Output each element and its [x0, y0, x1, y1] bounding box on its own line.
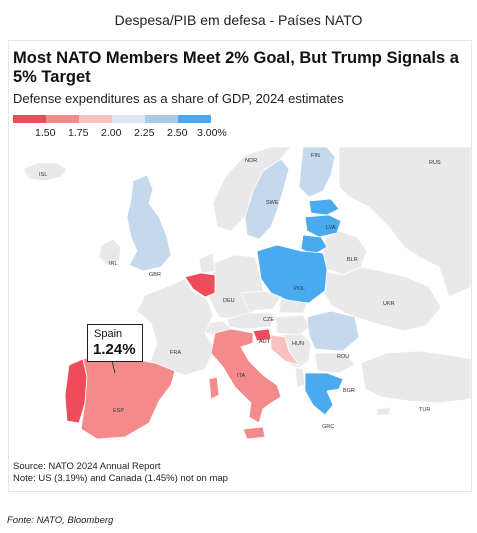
legend-label-1: 1.50: [35, 127, 56, 139]
map-label-tur: TUR: [419, 407, 430, 413]
region-latvia: [304, 214, 342, 238]
legend-swatch-3: [79, 115, 112, 123]
map-label-ukr: UKR: [383, 301, 395, 307]
spain-callout: Spain 1.24%: [87, 324, 143, 362]
region-belgium: [184, 272, 216, 298]
map-label-lva: LVA: [326, 225, 336, 231]
legend-label-6: 3.00%: [197, 127, 227, 139]
map-label-irl: IRL: [109, 261, 118, 267]
region-iceland: [22, 162, 68, 182]
figure-card: Most NATO Members Meet 2% Goal, But Trum…: [8, 40, 472, 492]
region-ireland: [98, 238, 122, 266]
legend-swatch-5: [145, 115, 178, 123]
region-ukraine: [322, 266, 442, 332]
map-label-esp: ESP: [113, 408, 124, 414]
europe-map: NOR SWE FIN RUS ISL LVA BLR IRL GBR POL …: [22, 147, 471, 440]
page-caption: Despesa/PIB em defesa - Países NATO: [114, 12, 363, 28]
region-romania: [306, 310, 360, 352]
region-italy: [210, 328, 282, 424]
region-bulgaria: [314, 352, 356, 374]
region-sicily: [242, 426, 266, 440]
region-france: [136, 278, 216, 376]
region-czechia: [240, 290, 282, 312]
legend-label-3: 2.00: [101, 127, 122, 139]
map-label-deu: DEU: [223, 298, 235, 304]
region-austria: [226, 312, 274, 330]
region-sweden: [244, 158, 290, 240]
map-label-bgr: BGR: [343, 388, 355, 394]
region-lithuania: [300, 234, 328, 256]
map-label-gbr: GBR: [149, 272, 161, 278]
legend-swatch-4: [112, 115, 145, 123]
region-greece: [304, 372, 344, 416]
legend-label-4: 2.25: [134, 127, 155, 139]
legend-label-5: 2.50: [167, 127, 188, 139]
region-croatia: [270, 334, 300, 366]
map-label-fra: FRA: [170, 350, 181, 356]
map-label-nor: NOR: [245, 158, 257, 164]
map-label-pol: POL: [294, 286, 305, 292]
legend-swatch-1: [13, 115, 46, 123]
map-label-fin: FIN: [311, 153, 320, 159]
map-label-isl: ISL: [39, 172, 47, 178]
region-turkey: [360, 350, 471, 404]
color-legend: 1.50 1.75 2.00 2.25 2.50 3.00%: [13, 115, 227, 149]
region-gbr: [126, 174, 172, 272]
legend-label-2: 1.75: [68, 127, 89, 139]
map-label-cze: CZE: [263, 317, 274, 323]
region-estonia: [308, 198, 340, 216]
region-poland: [256, 244, 328, 304]
source-note: Source: NATO 2024 Annual Report: [13, 461, 161, 472]
region-netherlands: [198, 252, 216, 274]
region-hungary: [274, 314, 312, 336]
map-label-ita: ITA: [237, 373, 245, 379]
figure-subtitle: Defense expenditures as a share of GDP, …: [13, 91, 344, 106]
legend-swatch-2: [46, 115, 79, 123]
map-label-swe: SWE: [266, 200, 279, 206]
region-albania: [294, 366, 306, 388]
map-label-rou: ROU: [337, 354, 349, 360]
callout-country: Spain: [94, 328, 123, 340]
map-label-rus: RUS: [429, 160, 441, 166]
region-cyprus: [376, 406, 392, 416]
map-label-blr: BLR: [347, 257, 358, 263]
figure-title: Most NATO Members Meet 2% Goal, But Trum…: [13, 49, 459, 86]
callout-value: 1.24%: [93, 341, 136, 358]
legend-swatch-6: [178, 115, 211, 123]
map-label-grc: GRC: [322, 424, 334, 430]
region-finland: [298, 147, 336, 198]
region-spain: [80, 354, 176, 440]
region-sardinia: [208, 376, 220, 400]
region-slovakia: [278, 298, 308, 314]
region-russia: [338, 147, 471, 298]
map-label-hun: HUN: [292, 341, 304, 347]
map-label-aut: AUT: [259, 339, 271, 345]
page-footer: Fonte: NATO, Bloomberg: [7, 515, 114, 526]
footnote: Note: US (3.19%) and Canada (1.45%) not …: [13, 473, 228, 484]
